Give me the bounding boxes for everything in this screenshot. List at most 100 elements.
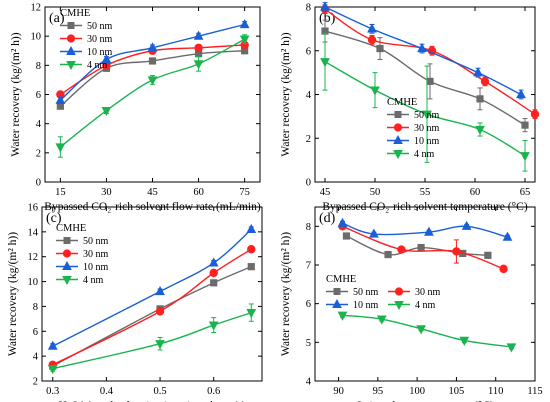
data-point <box>55 143 66 153</box>
data-point <box>239 35 250 45</box>
data-point <box>147 76 158 86</box>
panel-4: 90 95 100 105 110 115 4 5 6 7 8 Stripped gas temper… <box>280 206 543 402</box>
y-tick-label: 12 <box>28 252 39 263</box>
data-point <box>155 285 165 296</box>
data-point <box>155 307 165 316</box>
data-point <box>516 88 526 99</box>
data-point <box>530 109 540 119</box>
y-tick-label: 7 <box>306 261 311 272</box>
y-tick-label: 4 <box>306 377 312 388</box>
legend-marker <box>394 111 402 118</box>
legend-marker <box>67 22 75 29</box>
series-30-nm <box>48 245 256 370</box>
series-4-nm <box>55 34 250 158</box>
data-point <box>384 250 392 259</box>
y-tick-label: 6 <box>306 46 311 57</box>
panel-label: (c) <box>46 211 62 226</box>
data-point <box>473 67 483 77</box>
data-point <box>484 251 492 259</box>
data-point <box>520 152 530 162</box>
legend-marker <box>66 34 76 43</box>
fit-curve <box>52 228 252 347</box>
series-4-nm <box>337 311 517 353</box>
y-tick-label: 12 <box>31 3 42 14</box>
legend-item: 50 nm <box>387 110 440 121</box>
legend-label: 30 nm <box>414 123 440 134</box>
legend-label: 4 nm <box>415 300 436 311</box>
legend-label: 4 nm <box>414 149 435 160</box>
data-point <box>320 1 330 11</box>
legend-item: 30 nm <box>56 249 109 260</box>
data-point <box>370 86 380 96</box>
data-point <box>320 58 330 68</box>
y-tick-label: 10 <box>31 32 42 43</box>
legend-marker <box>333 288 341 295</box>
y-tick-label: 6 <box>36 90 41 101</box>
legend-marker <box>62 249 72 258</box>
data-point <box>247 245 256 254</box>
x-tick-label: 30 <box>101 187 112 198</box>
legend-label: 50 nm <box>83 236 109 247</box>
legend-title: CMHE <box>56 223 86 234</box>
legend-item: 10 nm <box>56 260 109 273</box>
data-point <box>55 94 66 104</box>
data-point <box>422 110 432 120</box>
legend-item: 30 nm <box>388 287 441 298</box>
legend-marker <box>393 123 403 132</box>
data-point <box>461 220 472 230</box>
data-point <box>369 228 379 238</box>
legend: CMHE 50 nm 30 nm 10 nm 4 nm <box>60 8 113 71</box>
legend-marker <box>66 45 76 55</box>
legend-item: 10 nm <box>326 298 379 311</box>
fit-curve <box>52 311 252 370</box>
data-point <box>397 245 406 254</box>
y-tick-label: 4 <box>36 119 42 130</box>
legend-item: 4 nm <box>56 275 104 286</box>
y-tick-label: 6 <box>306 299 311 310</box>
legend-label: 30 nm <box>415 287 441 298</box>
series-4-nm <box>47 303 257 375</box>
data-point <box>416 325 426 335</box>
y-tick-label: 8 <box>306 3 311 14</box>
x-tick-label: 65 <box>520 187 531 198</box>
data-point <box>475 125 485 136</box>
data-point <box>376 315 387 325</box>
y-tick-label: 8 <box>36 61 41 72</box>
series-10-nm <box>55 18 250 104</box>
data-point <box>506 343 517 353</box>
x-tick-label: 100 <box>409 386 425 397</box>
data-point <box>101 53 112 64</box>
data-point <box>209 268 218 278</box>
y-tick-label: 0 <box>36 178 41 189</box>
data-point <box>376 44 384 53</box>
y-tick-label: 10 <box>28 277 39 288</box>
legend-title: CMHE <box>326 274 356 285</box>
data-point <box>417 43 427 53</box>
data-point <box>210 279 218 287</box>
data-point <box>367 23 377 33</box>
fit-curve <box>342 225 504 270</box>
legend-label: 30 nm <box>87 34 113 45</box>
legend-marker <box>394 287 404 296</box>
data-point <box>367 35 377 45</box>
legend-marker <box>62 260 72 270</box>
panel-label: (a) <box>49 11 65 26</box>
x-tick-label: 0.4 <box>100 386 114 397</box>
x-axis-label: Stripped gas temperature (°C) <box>356 400 494 402</box>
data-point <box>155 340 165 350</box>
y-tick-label: 2 <box>306 134 311 145</box>
legend: CMHE 50 nm 30 nm 10 nm 4 nm <box>387 97 440 160</box>
data-point <box>480 77 490 86</box>
x-tick-label: 55 <box>420 187 431 198</box>
y-tick-label: 8 <box>306 222 311 233</box>
x-tick-label: 0.5 <box>153 386 166 397</box>
x-tick-label: 90 <box>333 386 344 397</box>
y-tick-label: 5 <box>306 338 311 349</box>
data-point <box>239 18 250 29</box>
data-point <box>499 264 508 274</box>
legend-marker <box>394 301 404 311</box>
x-tick-label: 115 <box>527 386 542 397</box>
